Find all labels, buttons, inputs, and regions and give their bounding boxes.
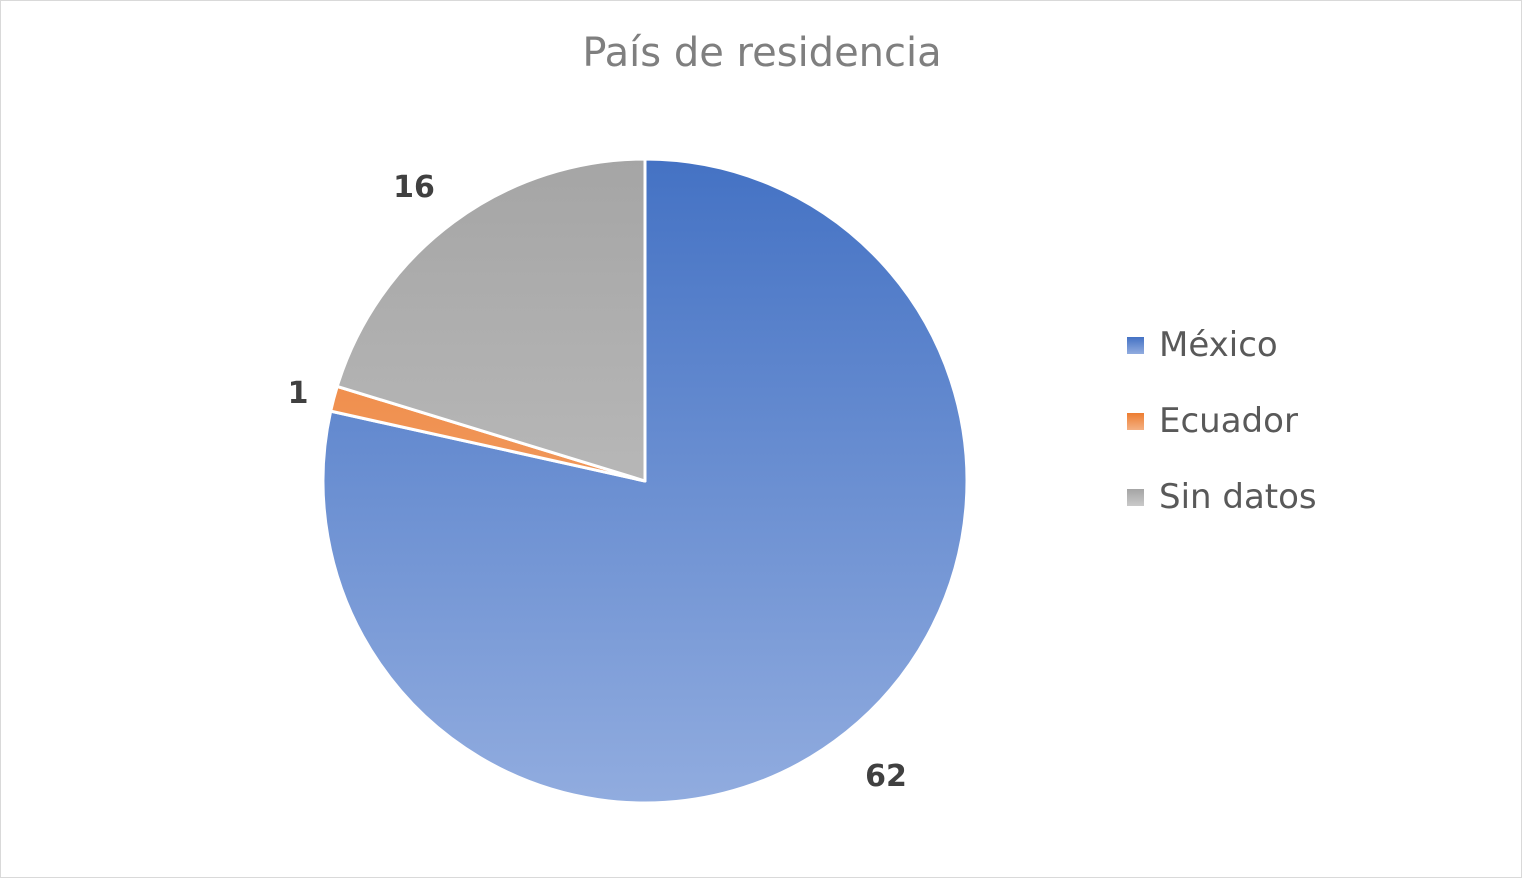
legend-swatch-ecuador	[1127, 412, 1144, 430]
data-label-sin-datos: 16	[393, 170, 435, 205]
legend-label-mexico: México	[1159, 325, 1278, 365]
chart-title: País de residencia	[582, 30, 942, 76]
data-label-ecuador: 1	[288, 376, 309, 411]
data-label-mexico: 62	[865, 759, 907, 794]
legend-swatch-mexico	[1127, 336, 1144, 354]
legend-label-ecuador: Ecuador	[1159, 401, 1298, 441]
pie-slice-sin-datos	[335, 157, 647, 483]
legend-item-sin-datos: Sin datos	[1127, 459, 1317, 535]
legend: México Ecuador Sin datos	[1127, 307, 1317, 535]
legend-item-ecuador: Ecuador	[1127, 383, 1317, 459]
legend-swatch-sin-datos	[1127, 488, 1144, 506]
legend-item-mexico: México	[1127, 307, 1317, 383]
legend-label-sin-datos: Sin datos	[1159, 477, 1317, 517]
